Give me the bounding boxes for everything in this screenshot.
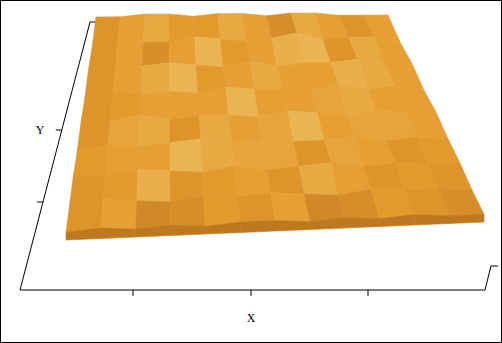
- frame: [1, 1, 502, 343]
- surface-cell: [169, 37, 196, 65]
- surface-cell: [74, 145, 109, 176]
- surface-cell: [136, 201, 171, 230]
- surface-cell: [396, 86, 436, 113]
- surface-cell: [271, 193, 310, 222]
- surface-cell: [199, 115, 231, 143]
- surface-edge: [345, 218, 380, 228]
- surface-cell: [170, 91, 200, 119]
- x-axis-label: X: [247, 311, 256, 325]
- surface-cell: [81, 93, 113, 123]
- surface-edge: [136, 225, 171, 237]
- surface-cell: [263, 140, 299, 170]
- surface-cell: [235, 166, 271, 197]
- surface-cell: [204, 195, 240, 226]
- surface-cell: [170, 195, 205, 226]
- surface-cell: [140, 91, 170, 119]
- surface-edge: [310, 218, 345, 230]
- z-axis-stub: [485, 266, 491, 290]
- surface-cell: [259, 111, 294, 141]
- z-axis-stub-end: [491, 266, 498, 267]
- surface-cell: [169, 63, 197, 93]
- y-tick: [56, 130, 62, 131]
- surface: [66, 13, 484, 240]
- surface-cell: [118, 14, 145, 42]
- surface-cell: [103, 170, 138, 201]
- surface-cell: [89, 40, 118, 69]
- y-axis-label: Y: [36, 123, 45, 137]
- surface-cell: [417, 137, 460, 164]
- surface-cell: [439, 189, 485, 216]
- chart-container: XY: [0, 0, 502, 343]
- surface-cell: [70, 175, 106, 204]
- surface-edge: [380, 215, 415, 227]
- y-tick: [37, 202, 43, 203]
- surface-cell: [250, 61, 282, 89]
- surface-edge: [275, 221, 310, 231]
- surface-edge: [101, 228, 136, 238]
- x-tick: [251, 290, 252, 296]
- surface-cell: [139, 115, 170, 146]
- surface-cell: [198, 87, 229, 116]
- chart: XY: [0, 0, 502, 343]
- surface-edge: [205, 222, 240, 234]
- surface-cell: [193, 14, 220, 39]
- surface-cell: [406, 112, 448, 139]
- surface-cell: [108, 115, 140, 146]
- x-axis-line: [20, 290, 485, 291]
- surface-cell: [170, 116, 201, 143]
- surface-cell: [113, 66, 142, 95]
- surface-cell: [66, 199, 103, 232]
- surface-cell: [223, 61, 254, 89]
- surface-cell: [226, 87, 258, 117]
- surface-cell: [237, 193, 275, 222]
- surface-cell: [267, 166, 305, 194]
- surface-cell: [138, 143, 170, 171]
- surface-cell: [142, 42, 169, 66]
- surface-cell: [229, 115, 263, 143]
- surface-cell: [232, 140, 267, 170]
- surface-cell: [144, 14, 170, 43]
- surface-cell: [116, 40, 144, 69]
- surface-cell: [374, 37, 412, 64]
- surface-cell: [428, 163, 472, 190]
- surface-edge: [171, 225, 206, 235]
- surface-edge: [240, 221, 275, 233]
- surface-cell: [195, 37, 224, 67]
- surface-cell: [170, 139, 202, 172]
- surface-edge: [414, 215, 449, 225]
- surface-edge: [449, 214, 484, 223]
- surface-cell: [218, 13, 246, 41]
- surface-cell: [137, 170, 171, 202]
- surface-cell: [141, 63, 169, 95]
- surface-cell: [101, 199, 137, 229]
- surface-cell: [202, 166, 237, 197]
- x-tick: [368, 290, 369, 296]
- axes: [20, 22, 498, 296]
- surface-edge: [66, 228, 101, 240]
- x-tick: [133, 290, 134, 296]
